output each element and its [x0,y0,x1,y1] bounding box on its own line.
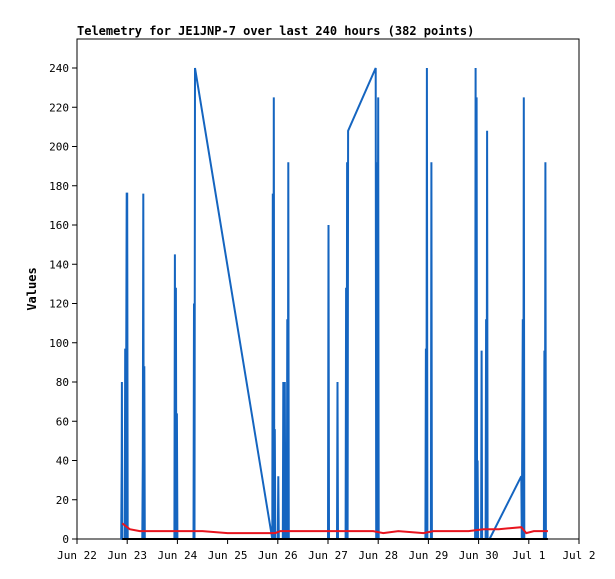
x-tick-label: Jul 1 [512,549,545,562]
y-axis: 0 20 40 60 80 100 120 140 160 180 200 220 240 [49,62,77,546]
x-tick-label: Jun 25 [208,549,248,562]
x-tick-label: Jun 24 [158,549,198,562]
y-tick-label: 100 [49,337,69,350]
y-tick-label: 40 [56,455,69,468]
series-line-1 [121,522,548,535]
chart-title: Telemetry for JE1JNP-7 over last 240 hou… [77,24,474,38]
x-tick-label: Jun 23 [107,549,147,562]
y-tick-label: 200 [49,141,69,154]
series-layer [120,67,548,540]
y-tick-label: 140 [49,258,69,271]
y-tick-label: 220 [49,101,69,114]
y-tick-label: 160 [49,219,69,232]
x-tick-label: Jun 22 [57,549,97,562]
y-axis-label: Values [25,267,39,310]
y-tick-label: 80 [56,376,69,389]
y-tick-label: 180 [49,180,69,193]
y-tick-label: 20 [56,494,69,507]
x-tick-label: Jun 26 [258,549,298,562]
x-tick-label: Jun 29 [409,549,449,562]
x-tick-label: Jun 30 [459,549,499,562]
y-tick-label: 120 [49,298,69,311]
x-tick-label: Jul 2 [562,549,595,562]
y-tick-label: 60 [56,415,69,428]
y-tick-label: 240 [49,62,69,75]
x-tick-label: Jun 28 [358,549,398,562]
x-tick-label: Jun 27 [308,549,348,562]
y-tick-label: 0 [62,533,69,546]
x-axis: Jun 22 Jun 23 Jun 24 Jun 25 Jun 26 Jun 27 Jun … [57,539,596,562]
